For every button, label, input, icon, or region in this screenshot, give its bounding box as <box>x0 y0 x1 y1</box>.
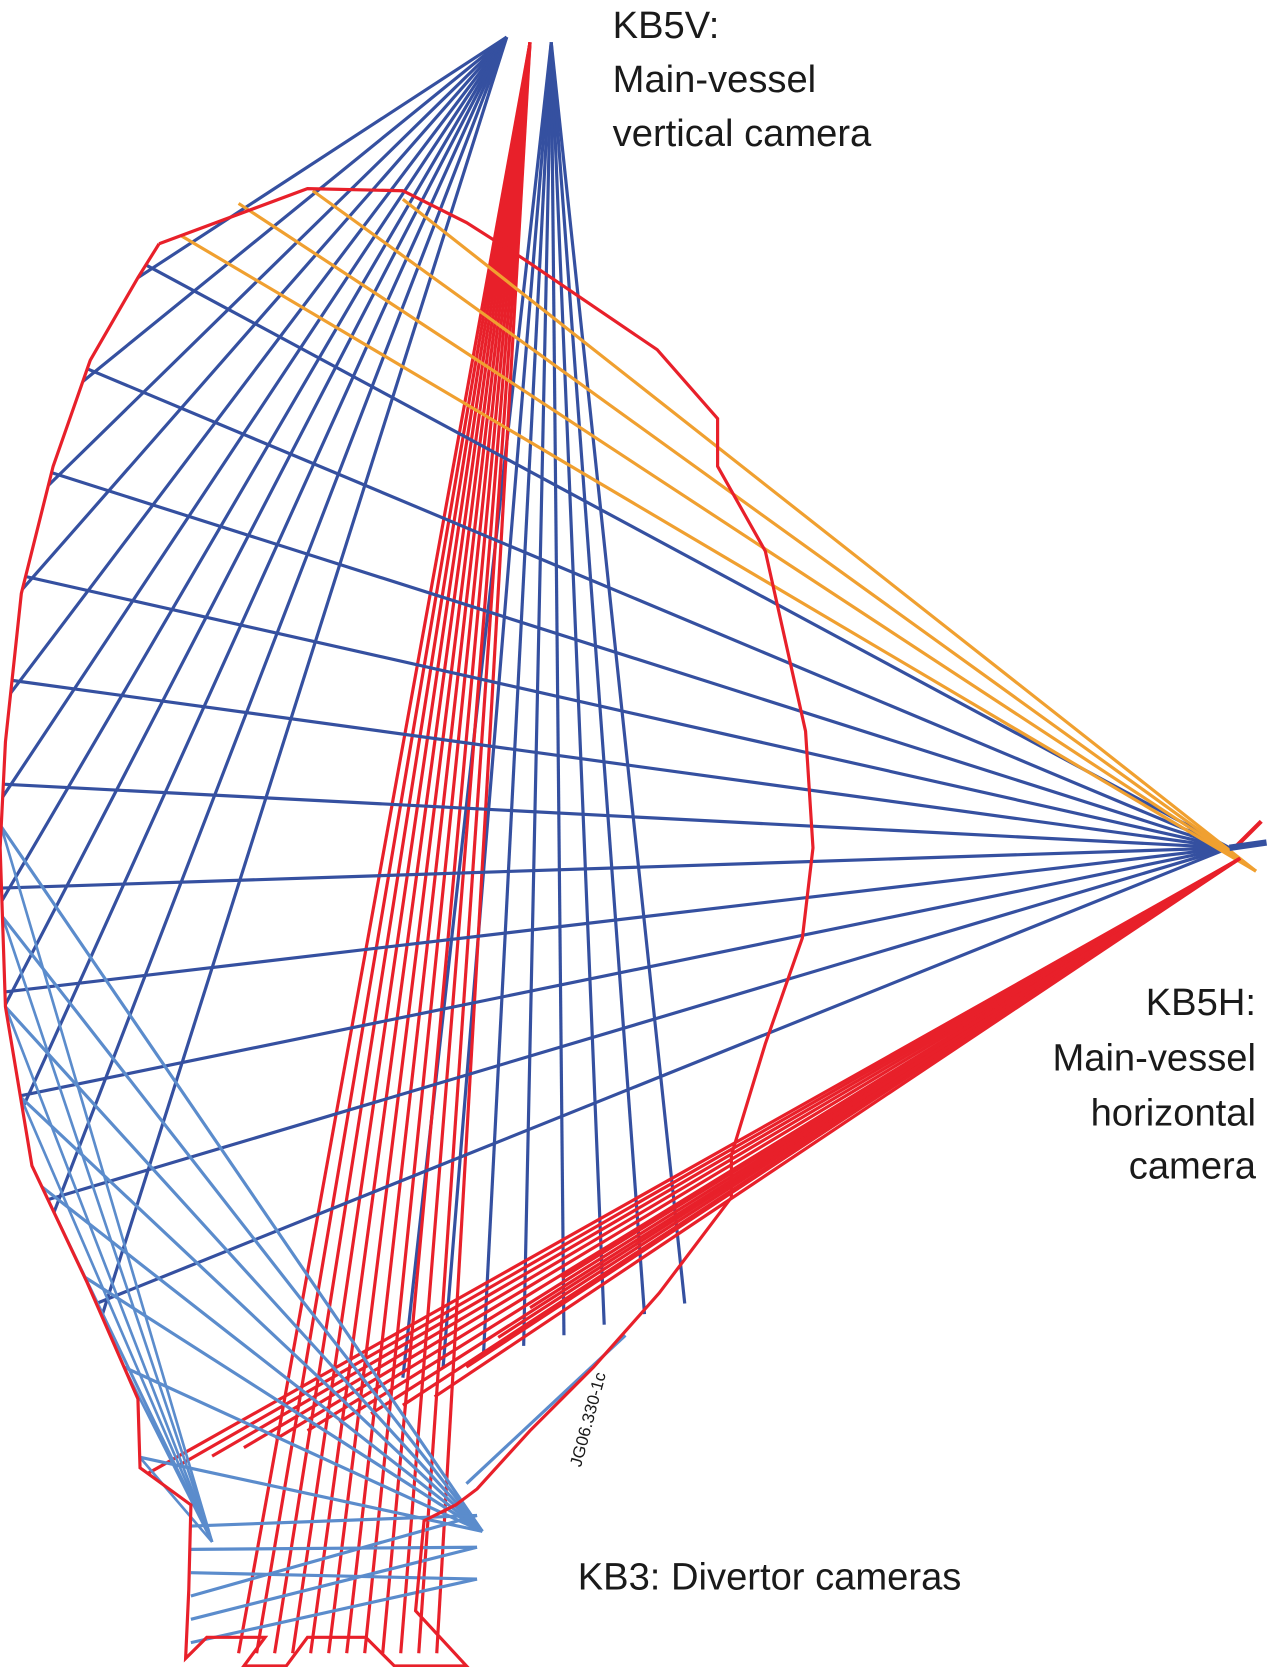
kb5h-head <box>1229 839 1268 851</box>
kb5v-line <box>0 36 509 902</box>
kb5v-div-line <box>327 42 532 1654</box>
kb3-line <box>4 1005 484 1533</box>
sight-lines <box>0 35 1268 1654</box>
kb5h-line <box>25 574 1230 850</box>
kb3-line <box>190 1545 478 1551</box>
kb3-line <box>1 915 484 1533</box>
kb5h-top-line <box>311 189 1257 873</box>
kb5h-top-line <box>179 233 1257 873</box>
label-line: KB5H: <box>1146 981 1256 1024</box>
kb3-line <box>0 826 214 1543</box>
kb3-line <box>4 1006 214 1543</box>
label-line: camera <box>1129 1144 1257 1187</box>
kb5v-line <box>9 36 508 695</box>
kb5h-top-line <box>401 197 1257 873</box>
kb5v-div-line <box>345 42 532 1654</box>
label-line: KB5V: <box>613 4 720 47</box>
kb5h-top-line <box>237 202 1257 873</box>
kb3-line <box>83 1275 484 1533</box>
kb5v-line <box>21 36 508 591</box>
kb5v-line <box>549 42 687 1304</box>
kb5v-line <box>481 42 553 1357</box>
kb5h-line <box>19 846 1230 1098</box>
kb5v-line <box>549 42 647 1315</box>
kb5v-line <box>441 42 553 1368</box>
kb5h-line <box>11 678 1230 850</box>
kb3-line <box>19 1096 214 1543</box>
kb3-line <box>190 1545 478 1621</box>
kb3-line <box>190 1513 478 1598</box>
kb5h-line <box>95 846 1231 1305</box>
kb3-line <box>138 1456 214 1543</box>
kb3-line <box>0 825 484 1533</box>
kb3-line <box>190 1571 478 1581</box>
kb5h-label: KB5H: Main-vessel horizontal camera <box>1052 981 1256 1187</box>
kb5h-line <box>4 846 1230 994</box>
label-line: horizontal <box>1091 1091 1256 1134</box>
kb5v-line <box>3 36 509 1006</box>
kb3-line <box>1 916 214 1543</box>
kb5v-line <box>100 36 509 1317</box>
kb5v-line <box>47 35 508 487</box>
kb3-line <box>123 1365 483 1533</box>
kb5h-line <box>3 782 1230 850</box>
kb5h-line <box>1 846 1230 890</box>
kb5v-line <box>549 42 606 1325</box>
kb5h-line <box>145 263 1231 850</box>
label-line: Main-vessel <box>1052 1036 1255 1079</box>
kb5v-div-line <box>363 42 532 1654</box>
kb5v-div-line <box>417 42 532 1654</box>
kb5v-label: KB5V: Main-vessel vertical camera <box>613 4 872 155</box>
kb3-line <box>190 1577 478 1645</box>
label-line: Main-vessel <box>613 58 816 101</box>
kb3-label: KB3: Divertor cameras <box>578 1556 962 1599</box>
kb5h-line <box>86 367 1231 850</box>
kb3-line <box>40 1185 484 1533</box>
kb5v-div-line <box>399 42 532 1654</box>
vessel-outline <box>0 187 815 1667</box>
kb5v-line <box>1 36 509 798</box>
kb5v-div-line <box>435 42 532 1654</box>
kb5v-div-line <box>381 42 532 1654</box>
kb5h-line <box>47 846 1230 1202</box>
kb5v-line <box>137 35 508 279</box>
label-line: vertical camera <box>613 112 872 155</box>
kb3-line <box>122 1366 214 1543</box>
kb3-line <box>19 1095 484 1533</box>
kb5v-line <box>81 35 508 383</box>
kb5v-line <box>549 42 566 1336</box>
kb5h-line <box>51 471 1230 850</box>
kb5h-div-line <box>560 857 1241 1280</box>
